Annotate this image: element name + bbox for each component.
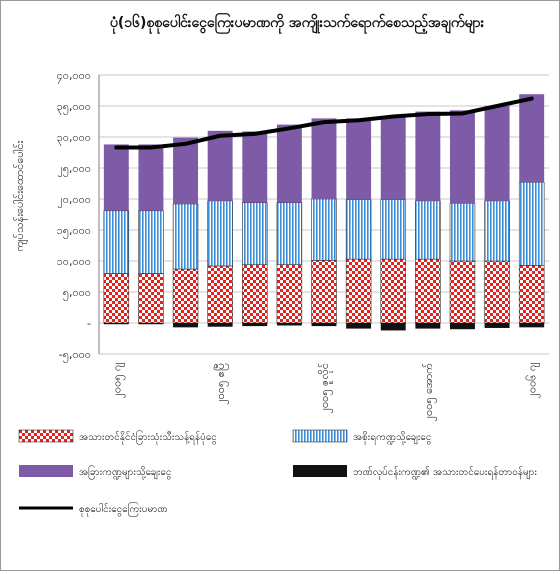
y-tick-label: ၄၀,၀၀၀: [57, 69, 91, 84]
legend-label: အခြားကဏ္ဍများသို့ချေးငွေ: [79, 464, 171, 480]
reserve-bar: [276, 264, 303, 324]
x-tick-label: ၂၀၀၅ အောက်: [422, 363, 437, 422]
other-credit-bar: [415, 111, 441, 201]
legend-swatch: [18, 429, 74, 443]
reserve-bar: [345, 258, 372, 324]
y-axis: -၅,၀၀၀-၅,၀၀၀၁၀,၀၀၀၁၅,၀၀၀၂၀,၀၀၀၂၅,၀၀၀၃၀,၀…: [57, 69, 100, 363]
legend-swatch: [292, 429, 348, 443]
reserve-bar: [415, 258, 441, 324]
legend-bank-liabilities: ဘဏ်လုပ်ငန်းကဏ္ဍ၏ အသားတင်ပေးရန်တာဝန်များ: [293, 465, 537, 480]
reserve-bar: [380, 258, 406, 324]
other-credit-bar: [242, 131, 268, 203]
bank-liabilities-bar: [276, 323, 302, 326]
govt-credit-bar: [172, 203, 199, 270]
legend-total-line: စုစုပေါင်းငွေကြေးပမာဏ: [19, 501, 167, 517]
other-credit-bar: [519, 94, 545, 183]
reserve-bar: [518, 265, 545, 324]
reserve-bar: [449, 260, 476, 324]
other-credit-bar: [380, 115, 406, 200]
legend-label: ဘဏ်လုပ်ငန်းကဏ္ဍ၏ အသားတင်ပေးရန်တာဝန်များ: [353, 465, 537, 480]
chart-title: ပုံ(၁၆)စုစုပေါင်းငွေကြေးပမာဏကို အကျိုးသက…: [110, 13, 485, 34]
govt-credit-bar: [207, 200, 233, 267]
other-credit-bar: [103, 144, 129, 211]
bank-liabilities-bar: [173, 323, 198, 328]
govt-credit-bar: [484, 200, 510, 262]
legend-label: အသားတင်နိုင်ငံခြားသုံးသီးသန့်ရန်ပုံငွေ: [79, 429, 217, 445]
x-tick-label: ၂၀၀၅ ဂျ: [110, 363, 125, 399]
legend-label: အစိုးရကဏ္ဍသို့ချေးငွေ: [353, 430, 431, 445]
other-credit-bar: [173, 137, 198, 204]
govt-credit-bar: [518, 181, 545, 266]
y-tick-label: ၅,၀၀၀: [63, 286, 91, 301]
y-tick-label: ၁၅,၀၀၀: [57, 224, 91, 239]
legend-swatch: [19, 465, 73, 477]
y-tick-label: ၃၅,၀၀၀: [57, 100, 91, 115]
x-tick-label: ၂၀၀၆ ဂျ: [526, 363, 541, 399]
other-credit-bar: [311, 118, 337, 199]
legend-swatch: [293, 465, 347, 477]
x-tick-label: ၂၀၀၅ ဧပြီ: [214, 363, 229, 405]
bank-liabilities-bar: [380, 323, 406, 331]
legend-label: စုစုပေါင်းငွေကြေးပမာဏ: [79, 501, 167, 517]
other-credit-bar: [484, 106, 510, 201]
bank-liabilities-bar: [519, 323, 545, 328]
total-money-supply-line: [114, 96, 534, 150]
y-tick-label: ၂၀,၀၀၀: [57, 193, 91, 208]
reserve-bar: [207, 265, 233, 324]
other-credit-bar: [450, 110, 475, 204]
x-tick-label: ၂၀၀၅ ဇူလိုင်: [318, 363, 333, 413]
bank-liabilities-bar: [138, 323, 164, 325]
govt-credit-bar: [380, 199, 406, 260]
y-axis-label: ကျပ်သန်းပေါင်းထောင်ပေါင်း: [13, 140, 28, 251]
total-line: [114, 96, 534, 150]
reserve-bar: [242, 264, 268, 324]
other-credit-bar: [207, 130, 233, 201]
legend: အသားတင်နိုင်ငံခြားသုံးသီးသန့်ရန်ပုံငွေ အစ…: [18, 429, 537, 517]
y-tick-label: ၂၅,၀၀၀: [57, 162, 91, 177]
other-credit-bar: [138, 144, 164, 211]
bank-liabilities-bar: [103, 323, 129, 325]
y-tick-label: -၅,၀၀၀: [59, 348, 91, 363]
reserve-bar: [311, 260, 337, 324]
other-credit-bar: [346, 118, 372, 200]
govt-credit-bar: [345, 199, 372, 260]
bank-liabilities-bar: [415, 323, 441, 329]
govt-credit-bar: [103, 210, 130, 274]
reserve-bar: [484, 260, 510, 324]
bank-liabilities-bar: [311, 323, 337, 327]
govt-credit-bar: [415, 200, 441, 260]
x-axis: ၂၀၀၅ ဂျ ၂၀၀၅ ဧပြီ ၂၀၀၅ ဇူလိုင် ၂၀၀၅ အောက် ၂၀…: [110, 363, 540, 422]
y-tick-label: ၁၀,၀၀၀: [57, 255, 91, 268]
other-credit-bar: [276, 124, 302, 203]
bank-liabilities-bar: [346, 323, 372, 329]
bank-liabilities-bar: [484, 323, 510, 328]
y-tick-label: -: [87, 317, 91, 330]
legend-govt-credit: အစိုးရကဏ္ဍသို့ချေးငွေ: [292, 429, 431, 445]
bank-liabilities-bar: [207, 323, 233, 327]
reserve-bar: [172, 268, 199, 324]
y-tick-label: ၃၀,၀၀၀: [57, 131, 91, 146]
govt-credit-bar: [138, 210, 164, 274]
govt-credit-bar: [242, 202, 268, 266]
legend-reserve: အသားတင်နိုင်ငံခြားသုံးသီးသန့်ရန်ပုံငွေ: [18, 429, 217, 445]
reserve-bar: [103, 273, 130, 324]
govt-credit-bar: [311, 198, 337, 261]
govt-credit-bar: [276, 202, 303, 266]
bank-liabilities-bar: [242, 323, 268, 327]
reserve-bar: [138, 273, 164, 324]
legend-other-credit: အခြားကဏ္ဍများသို့ချေးငွေ: [19, 464, 171, 480]
bank-liabilities-bar: [450, 323, 475, 330]
govt-credit-bar: [449, 203, 476, 262]
bars: [103, 94, 545, 331]
